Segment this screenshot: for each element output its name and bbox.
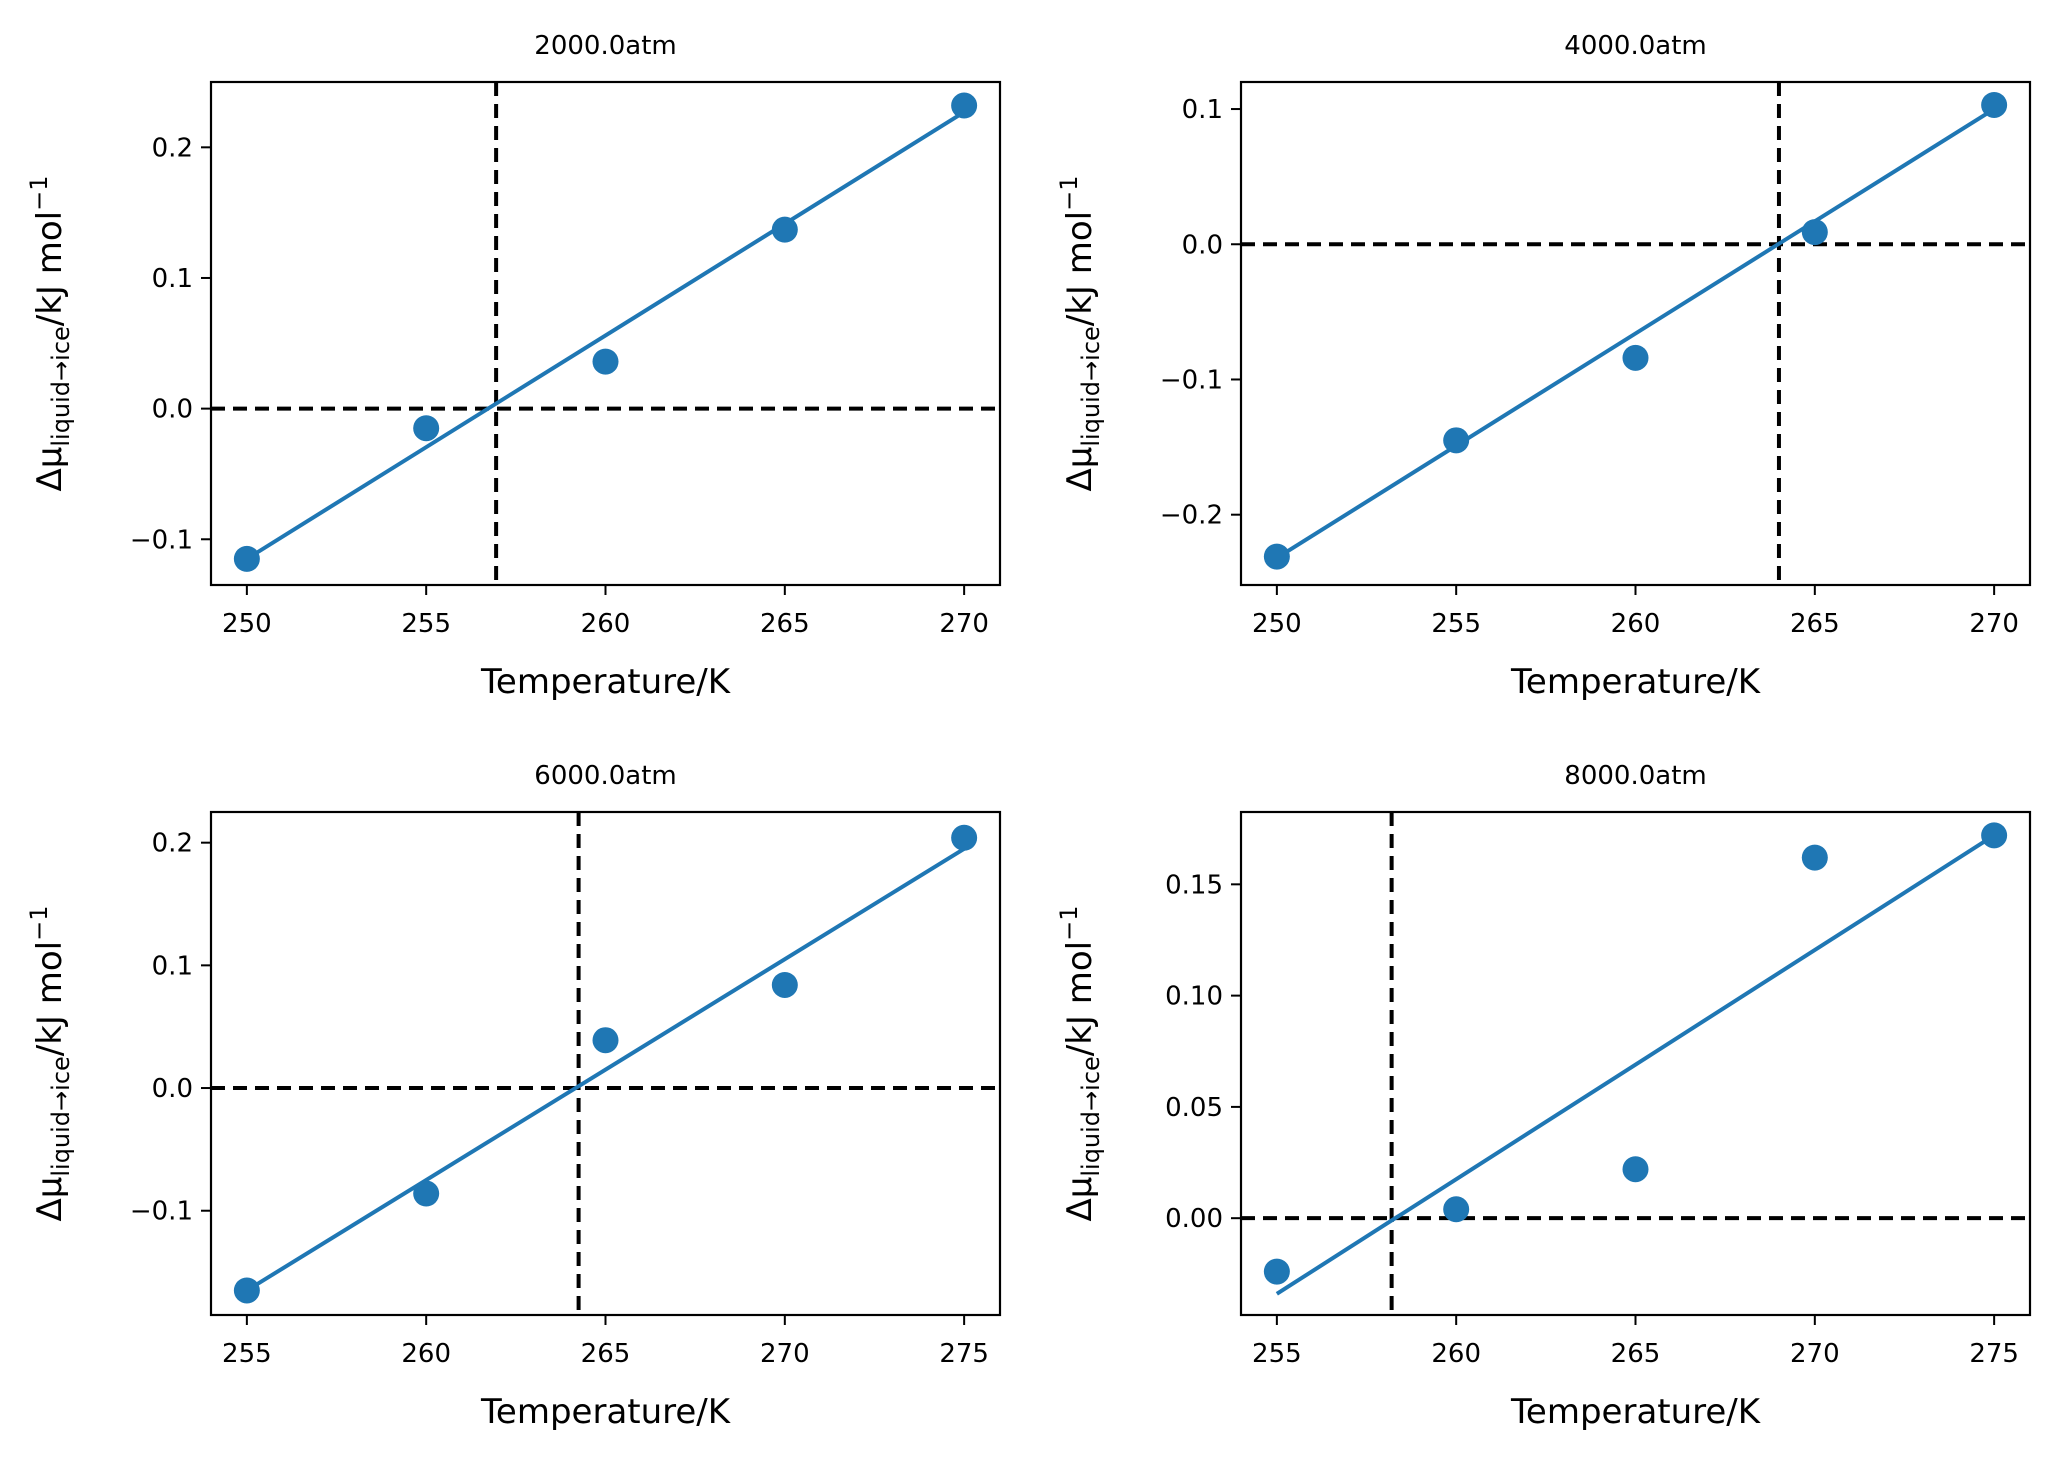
y-tick-label: −0.1: [130, 1197, 193, 1227]
data-point: [1622, 1156, 1649, 1183]
x-tick-label: 260: [1611, 609, 1661, 639]
panel-title: 4000.0atm: [1564, 31, 1706, 61]
y-axis-label: Δμliquid→ice/kJ mol−1: [1055, 175, 1105, 491]
y-label-symbol: Δμ: [30, 447, 70, 492]
y-tick-label: 0.1: [152, 264, 193, 294]
x-tick-label: 270: [760, 1339, 810, 1369]
x-tick-label: 265: [581, 1339, 631, 1369]
x-tick-label: 275: [1969, 1339, 2019, 1369]
data-point: [1981, 91, 2008, 118]
data-point: [1443, 1196, 1470, 1223]
panel-8000atm: 255 260 265 270 275 0.00 0.05 0.10 0.15 8000.0atm…: [1055, 761, 2032, 1432]
y-tick-label: 0.1: [152, 951, 193, 981]
x-axis-label: Temperature/K: [1510, 1392, 1762, 1432]
panel-title: 2000.0atm: [534, 31, 676, 61]
x-tick-label: 255: [1252, 1339, 1302, 1369]
y-label-superscript: −1: [1055, 905, 1083, 940]
x-tick-label: 265: [760, 609, 810, 639]
data-point: [1263, 1258, 1290, 1285]
y-label-superscript: −1: [25, 175, 53, 210]
panel-2000atm: 250 255 260 265 270 −0.1 0.0 0.1 0.2 2000.0atm Tem…: [25, 31, 1002, 702]
data-point: [233, 545, 260, 572]
y-tick-label: 0.2: [152, 133, 193, 163]
x-axis-label: Temperature/K: [1510, 662, 1762, 702]
x-tick-label: 270: [939, 609, 989, 639]
y-label-subscript: liquid→ice: [47, 326, 75, 446]
data-point: [413, 1180, 440, 1207]
y-label-unit: /kJ mol: [1060, 941, 1100, 1056]
x-axis-label: Temperature/K: [480, 662, 732, 702]
data-point: [771, 971, 798, 998]
panel-title: 8000.0atm: [1564, 761, 1706, 791]
fit-line: [1275, 833, 1996, 1296]
fit-line: [245, 110, 966, 561]
x-tick-label: 270: [1969, 609, 2019, 639]
y-tick-label: 0.15: [1165, 870, 1223, 900]
y-tick-label: −0.2: [1160, 501, 1223, 531]
fit-line: [245, 847, 966, 1293]
data-point: [771, 216, 798, 243]
x-tick-label: 275: [939, 1339, 989, 1369]
y-label-superscript: −1: [1055, 175, 1083, 210]
data-point: [1801, 219, 1828, 246]
y-label-symbol: Δμ: [30, 1177, 70, 1222]
y-label-symbol: Δμ: [1060, 1177, 1100, 1222]
data-point: [951, 824, 978, 851]
data-point: [1622, 344, 1649, 371]
data-point: [1263, 543, 1290, 570]
x-tick-label: 250: [222, 609, 272, 639]
y-tick-label: 0.05: [1165, 1093, 1223, 1123]
y-tick-label: 0.2: [152, 829, 193, 859]
y-tick-label: 0.0: [152, 395, 193, 425]
y-tick-label: 0.00: [1165, 1204, 1223, 1234]
x-tick-label: 255: [222, 1339, 272, 1369]
x-tick-label: 265: [1611, 1339, 1661, 1369]
x-tick-label: 250: [1252, 609, 1302, 639]
y-tick-label: −0.1: [1160, 365, 1223, 395]
data-point: [951, 92, 978, 119]
y-label-unit: /kJ mol: [30, 941, 70, 1056]
y-label-superscript: −1: [25, 905, 53, 940]
x-tick-label: 260: [401, 1339, 451, 1369]
y-tick-label: 0.0: [1182, 230, 1223, 260]
x-tick-label: 260: [1431, 1339, 1481, 1369]
y-label-unit: /kJ mol: [30, 211, 70, 326]
y-tick-label: 0.1: [1182, 95, 1223, 125]
data-point: [592, 348, 619, 375]
y-label-subscript: liquid→ice: [1077, 1056, 1105, 1176]
y-axis-label: Δμliquid→ice/kJ mol−1: [25, 905, 75, 1221]
x-tick-label: 270: [1790, 1339, 1840, 1369]
x-tick-label: 260: [581, 609, 631, 639]
data-point: [233, 1277, 260, 1304]
data-point: [1443, 427, 1470, 454]
x-tick-label: 255: [401, 609, 451, 639]
y-label-unit: /kJ mol: [1060, 211, 1100, 326]
data-point: [592, 1027, 619, 1054]
x-tick-label: 265: [1790, 609, 1840, 639]
data-point: [1981, 822, 2008, 849]
x-tick-label: 255: [1431, 609, 1481, 639]
y-label-symbol: Δμ: [1060, 447, 1100, 492]
panel-title: 6000.0atm: [534, 761, 676, 791]
fit-line: [1275, 107, 1996, 560]
data-point: [413, 415, 440, 442]
y-label-subscript: liquid→ice: [1077, 326, 1105, 446]
data-point: [1801, 844, 1828, 871]
y-axis-label: Δμliquid→ice/kJ mol−1: [1055, 905, 1105, 1221]
y-label-subscript: liquid→ice: [47, 1056, 75, 1176]
y-tick-label: 0.10: [1165, 982, 1223, 1012]
panel-4000atm: 250 255 260 265 270 −0.2 −0.1 0.0 0.1 4000.0atm Te…: [1055, 31, 2032, 702]
y-tick-label: −0.1: [130, 525, 193, 555]
x-axis-label: Temperature/K: [480, 1392, 732, 1432]
panel-6000atm: 255 260 265 270 275 −0.1 0.0 0.1 0.2 6000.0atm Tem…: [25, 761, 1002, 1432]
y-axis-label: Δμliquid→ice/kJ mol−1: [25, 175, 75, 491]
y-tick-label: 0.0: [152, 1074, 193, 1104]
